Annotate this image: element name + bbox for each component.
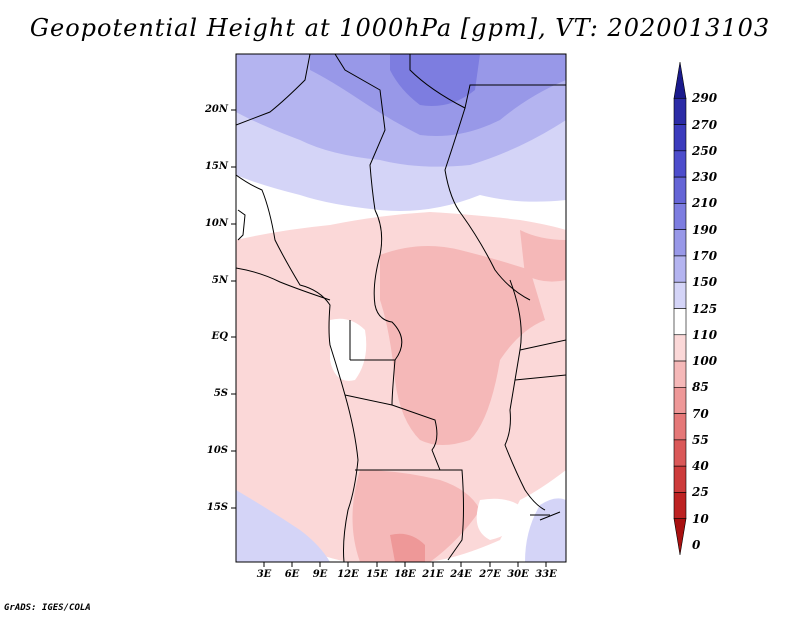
- colorbar-swatch: [673, 439, 687, 467]
- colorbar-swatch: [673, 360, 687, 388]
- lon-label: 18E: [394, 569, 416, 580]
- colorbar-label: 250: [692, 143, 718, 158]
- colorbar-label: 170: [692, 248, 718, 263]
- colorbar-swatch: [673, 465, 687, 493]
- colorbar-label: 110: [692, 327, 718, 342]
- colorbar-swatch: [673, 229, 687, 257]
- lon-label: 9E: [312, 569, 328, 580]
- lon-label: 21E: [422, 569, 444, 580]
- colorbar-swatch: [673, 518, 687, 556]
- colorbar-swatch: [673, 281, 687, 309]
- colorbar-label: 230: [692, 170, 718, 185]
- map-field: [236, 54, 566, 562]
- colorbar-swatch: [673, 97, 687, 125]
- colorbar-label: 150: [692, 275, 718, 290]
- lon-label: 24E: [450, 569, 472, 580]
- lon-label: 15E: [366, 569, 388, 580]
- map-frame: [235, 53, 567, 563]
- lat-label: EQ: [211, 331, 228, 342]
- colorbar-swatch: [673, 255, 687, 283]
- lat-label: 5N: [211, 275, 228, 286]
- colorbar-label: 85: [692, 380, 709, 395]
- colorbar-label: 0: [692, 538, 701, 552]
- footer-credit: GrADS: IGES/COLA: [4, 603, 91, 613]
- lat-label: 10N: [204, 218, 228, 229]
- colorbar-swatch: [673, 124, 687, 152]
- colorbar-swatch: [673, 413, 687, 441]
- colorbar-label: 40: [692, 459, 709, 474]
- colorbar-label: 190: [692, 222, 718, 237]
- lon-label: 3E: [256, 569, 272, 580]
- axis-ticks: [231, 109, 547, 567]
- colorbar-swatch: [673, 387, 687, 414]
- colorbar-swatch: [673, 176, 687, 204]
- lat-label: 15S: [206, 502, 228, 513]
- lat-label: 5S: [213, 388, 228, 399]
- lon-label: 6E: [284, 569, 300, 580]
- lat-label: 15N: [204, 161, 228, 172]
- colorbar-swatch: [673, 203, 687, 230]
- lat-label: 20N: [204, 104, 228, 115]
- colorbar-label: 70: [692, 406, 709, 421]
- colorbar-label: 10: [692, 511, 709, 526]
- colorbar-swatch: [673, 334, 687, 362]
- chart-title: Geopotential Height at 1000hPa [gpm], VT…: [29, 14, 771, 42]
- colorbar-label: 125: [692, 301, 718, 316]
- colorbar-label: 55: [692, 432, 709, 447]
- colorbar-swatch: [673, 61, 687, 99]
- colorbar-label: 290: [692, 91, 718, 106]
- colorbar-label: 25: [692, 485, 709, 500]
- colorbar-swatch: [673, 150, 687, 178]
- colorbar-label: 210: [692, 196, 718, 211]
- colorbar-label: 100: [692, 354, 718, 369]
- lon-label: 30E: [507, 569, 529, 580]
- colorbar-swatch: [673, 492, 687, 520]
- colorbar: [673, 61, 687, 556]
- lon-label: 27E: [479, 569, 501, 580]
- lon-label: 33E: [535, 569, 557, 580]
- colorbar-swatch: [673, 308, 687, 336]
- coastlines-borders: [236, 54, 566, 562]
- lat-label: 10S: [206, 445, 228, 456]
- colorbar-label: 270: [692, 117, 718, 132]
- lon-label: 12E: [337, 569, 359, 580]
